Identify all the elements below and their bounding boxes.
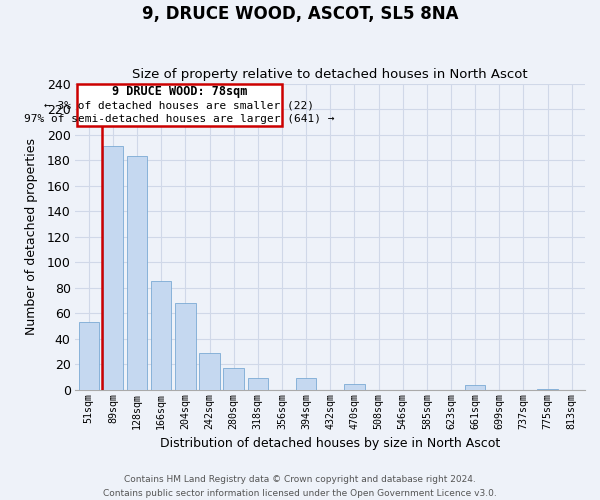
Bar: [538, 388, 558, 390]
Title: Size of property relative to detached houses in North Ascot: Size of property relative to detached ho…: [133, 68, 528, 81]
Bar: [465, 385, 485, 390]
FancyBboxPatch shape: [77, 84, 282, 126]
Text: 9 DRUCE WOOD: 78sqm: 9 DRUCE WOOD: 78sqm: [112, 86, 247, 98]
X-axis label: Distribution of detached houses by size in North Ascot: Distribution of detached houses by size …: [160, 437, 500, 450]
Bar: [344, 384, 365, 390]
Y-axis label: Number of detached properties: Number of detached properties: [25, 138, 38, 335]
Bar: [199, 353, 220, 390]
Text: 97% of semi-detached houses are larger (641) →: 97% of semi-detached houses are larger (…: [24, 114, 335, 124]
Bar: [79, 322, 99, 390]
Text: Contains HM Land Registry data © Crown copyright and database right 2024.
Contai: Contains HM Land Registry data © Crown c…: [103, 476, 497, 498]
Text: ← 3% of detached houses are smaller (22): ← 3% of detached houses are smaller (22): [44, 100, 314, 110]
Bar: [223, 368, 244, 390]
Text: 9, DRUCE WOOD, ASCOT, SL5 8NA: 9, DRUCE WOOD, ASCOT, SL5 8NA: [142, 5, 458, 23]
Bar: [151, 282, 172, 390]
Bar: [175, 303, 196, 390]
Bar: [248, 378, 268, 390]
Bar: [127, 156, 148, 390]
Bar: [103, 146, 123, 390]
Bar: [296, 378, 316, 390]
